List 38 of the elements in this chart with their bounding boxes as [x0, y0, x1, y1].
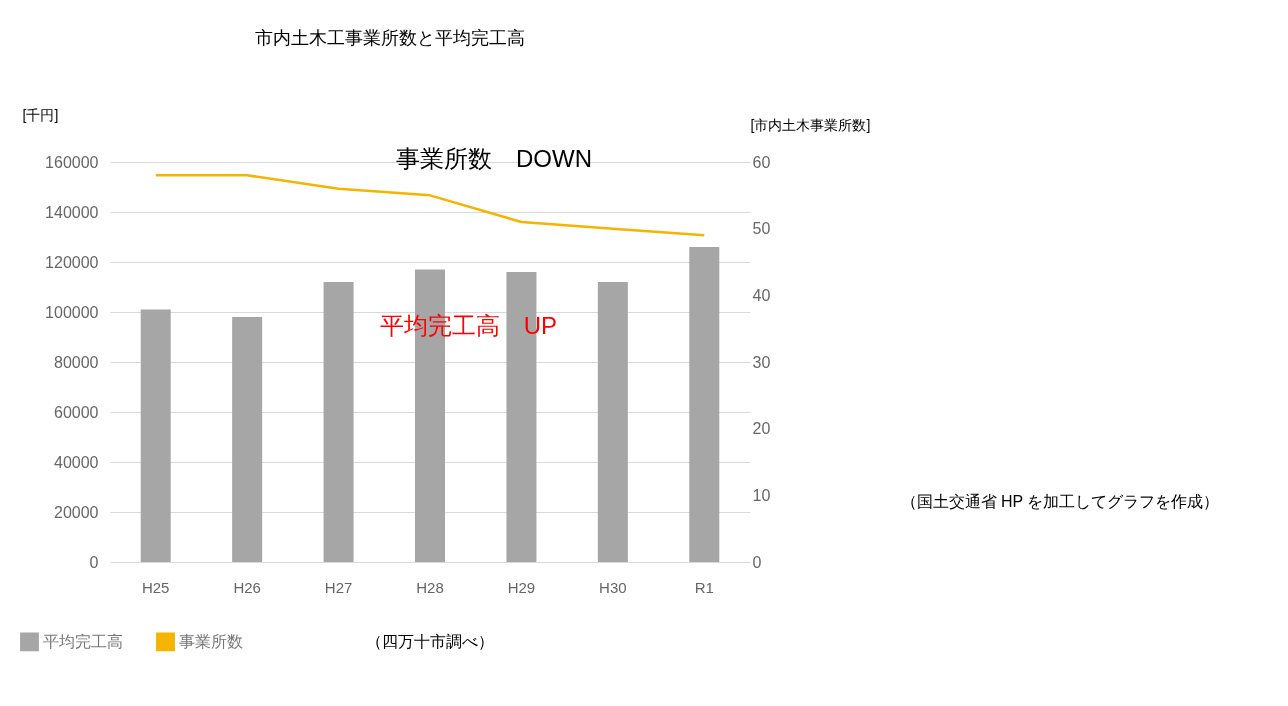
- bar: [232, 317, 263, 562]
- x-tick-label: H30: [599, 578, 627, 596]
- y2-tick-label: 40: [752, 286, 771, 304]
- y2-tick-label: 0: [752, 553, 762, 571]
- y2-tick-label: 60: [752, 153, 771, 171]
- y-tick-label: 0: [89, 553, 99, 571]
- annotation: 事業所数 DOWN: [396, 145, 592, 172]
- x-tick-label: R1: [694, 578, 714, 596]
- bar: [323, 282, 354, 562]
- bar: [689, 247, 720, 562]
- chart-title: 市内土木工事業所数と平均完工高: [255, 28, 525, 48]
- y-tick-label: 120000: [45, 253, 99, 271]
- y-tick-label: 160000: [45, 153, 99, 171]
- bar: [140, 309, 171, 562]
- y-tick-label: 20000: [54, 503, 99, 521]
- x-tick-label: H28: [416, 578, 444, 596]
- x-tick-label: H25: [141, 578, 170, 596]
- legend-label: 事業所数: [179, 632, 243, 650]
- y2-tick-label: 50: [752, 220, 771, 238]
- y-tick-label: 100000: [45, 303, 99, 321]
- y-axis-title: [千円]: [22, 106, 59, 123]
- annotation: 平均完工高 UP: [379, 312, 558, 339]
- x-tick-label: H26: [233, 578, 261, 596]
- x-tick-label: H27: [324, 578, 353, 596]
- legend-label: 平均完工高: [43, 632, 123, 650]
- y2-tick-label: 10: [752, 486, 771, 504]
- y2-axis-title: [市内土木事業所数]: [750, 116, 871, 133]
- bar: [597, 282, 628, 562]
- y-tick-label: 40000: [54, 453, 99, 471]
- y-tick-label: 60000: [54, 403, 99, 421]
- line-series: [154, 174, 706, 237]
- y-tick-label: 80000: [54, 353, 99, 371]
- y2-tick-label: 20: [752, 420, 771, 438]
- y-tick-label: 140000: [45, 203, 99, 221]
- y2-tick-label: 30: [752, 353, 771, 371]
- x-tick-label: H29: [507, 578, 536, 596]
- text: （四万十市調べ）: [366, 633, 494, 650]
- text: （国土交通省 HP を加工してグラフを作成）: [900, 493, 1220, 510]
